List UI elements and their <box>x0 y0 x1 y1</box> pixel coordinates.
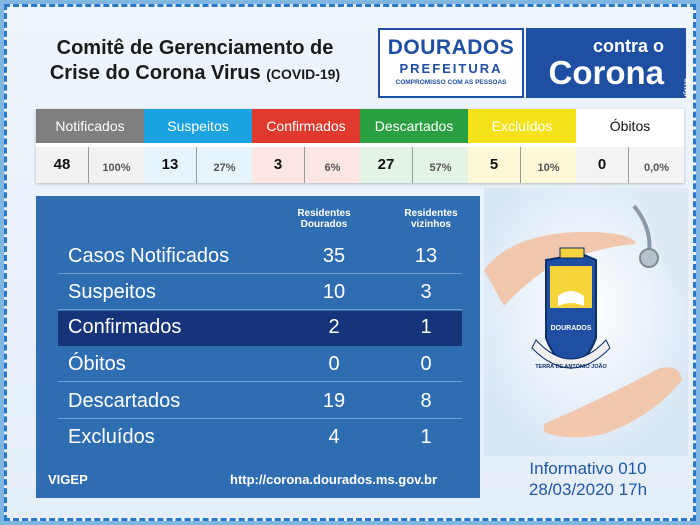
row-label: Óbitos <box>68 353 126 375</box>
summary-label: Excluídos <box>468 109 576 143</box>
cases-panel: Residentes Dourados Residentes vizinhos … <box>36 196 480 498</box>
crest-ribbon-text: TERRA DE ANTONIO JOÃO <box>535 363 607 370</box>
summary-label: Óbitos <box>576 109 684 143</box>
crest-book <box>558 291 584 306</box>
title-line-2-text: Crise do Corona Virus <box>49 62 261 84</box>
footer-vigep: VIGEP <box>48 472 88 487</box>
summary-count: 13 <box>161 156 179 173</box>
table-row: Casos Notificados 35 13 <box>58 240 462 274</box>
row-dourados: 35 <box>322 245 346 267</box>
title-tag: (COVID-19) <box>266 66 341 82</box>
row-label: Suspeitos <box>68 281 156 303</box>
row-vizinhos: 1 <box>420 426 432 448</box>
row-vizinhos: 1 <box>420 316 432 338</box>
summary-descartados: Descartados 27 57% <box>360 109 468 183</box>
col-header-line: Residentes <box>404 208 458 219</box>
summary-count: 27 <box>377 156 395 173</box>
lower-hand-icon <box>544 367 682 438</box>
crest-crown <box>559 247 585 259</box>
summary-percent: 27% <box>196 147 252 183</box>
coat-shape <box>634 188 688 308</box>
contra-corona-line-1: contra o <box>592 36 664 56</box>
prefeitura-logo-line-2: PREFEITURA <box>399 61 503 76</box>
summary-count: 48 <box>53 156 71 173</box>
upper-hand-icon <box>484 231 636 306</box>
row-dourados: 19 <box>322 390 346 412</box>
bulletin-info: Informativo 010 28/03/2020 17h <box>490 458 686 500</box>
crest-ribbon <box>531 339 611 369</box>
crest-name: DOURADOS <box>551 325 592 332</box>
summary-label: Descartados <box>360 109 468 143</box>
col-header-dourados: Residentes Dourados <box>279 208 369 230</box>
row-dourados: 4 <box>328 426 340 448</box>
summary-confirmados: Confirmados 3 6% <box>252 109 360 183</box>
table-row-highlighted: Confirmados 2 1 <box>58 311 462 346</box>
contra-corona-line-3: vírus <box>682 78 692 100</box>
table-row: Descartados 19 8 <box>58 385 462 419</box>
row-dourados: 10 <box>322 281 346 303</box>
title-line-1: Comitê de Gerenciamento de <box>56 37 334 59</box>
row-dourados: 0 <box>328 353 340 375</box>
summary-label: Confirmados <box>252 109 360 143</box>
summary-notificados: Notificados 48 100% <box>36 109 144 183</box>
contra-corona-logo: contra o Corona vírus <box>526 28 692 100</box>
summary-strip: Notificados 48 100% Suspeitos 13 27% Con… <box>36 109 684 183</box>
prefeitura-logo: DOURADOS PREFEITURA COMPROMISSO COM AS P… <box>378 28 524 98</box>
summary-percent: 6% <box>304 147 360 183</box>
summary-percent: 0,0% <box>628 147 684 183</box>
bulletin-number: Informativo 010 <box>529 459 647 478</box>
footer-website-link[interactable]: http://corona.dourados.ms.gov.br <box>230 472 438 487</box>
row-label: Excluídos <box>68 426 155 448</box>
summary-values: 48 100% <box>36 147 144 183</box>
summary-label: Notificados <box>36 109 144 143</box>
summary-values: 5 10% <box>468 147 576 183</box>
doctor-hands-illustration: DOURADOS TERRA DE ANTONIO JOÃO <box>484 188 688 456</box>
title-line-2: Crise do Corona Virus (COVID-19) <box>20 61 370 87</box>
summary-count: 3 <box>273 156 283 173</box>
summary-count: 5 <box>489 156 499 173</box>
bulletin-datetime: 28/03/2020 17h <box>528 480 648 499</box>
summary-label: Suspeitos <box>144 109 252 143</box>
stethoscope-head-icon <box>639 248 659 268</box>
row-dourados: 2 <box>328 316 340 338</box>
summary-percent: 57% <box>412 147 468 183</box>
summary-count: 0 <box>597 156 607 173</box>
row-vizinhos: 13 <box>414 245 438 267</box>
summary-percent: 100% <box>88 147 144 183</box>
prefeitura-logo-line-1: DOURADOS <box>387 36 515 59</box>
table-row: Óbitos 0 0 <box>58 348 462 382</box>
table-row: Excluídos 4 1 <box>58 421 462 454</box>
col-header-vizinhos: Residentes vizinhos <box>386 208 476 230</box>
summary-values: 0 0,0% <box>576 147 684 183</box>
table-row: Suspeitos 10 3 <box>58 276 462 310</box>
summary-values: 13 27% <box>144 147 252 183</box>
summary-obitos: Óbitos 0 0,0% <box>576 109 684 183</box>
summary-suspeitos: Suspeitos 13 27% <box>144 109 252 183</box>
row-vizinhos: 8 <box>420 390 432 412</box>
row-vizinhos: 0 <box>420 353 432 375</box>
contra-corona-line-2: Corona <box>548 54 665 91</box>
summary-percent: 10% <box>520 147 576 183</box>
summary-values: 27 57% <box>360 147 468 183</box>
row-label: Confirmados <box>68 316 182 338</box>
row-label: Descartados <box>68 390 181 412</box>
page-title: Comitê de Gerenciamento de Crise do Coro… <box>20 36 370 87</box>
row-label: Casos Notificados <box>68 245 230 267</box>
col-header-line: Dourados <box>300 219 348 230</box>
prefeitura-logo-line-3: COMPROMISSO COM AS PESSOAS <box>395 79 507 86</box>
row-vizinhos: 3 <box>420 281 432 303</box>
summary-values: 3 6% <box>252 147 360 183</box>
summary-excluidos: Excluídos 5 10% <box>468 109 576 183</box>
col-header-line: vizinhos <box>410 219 451 230</box>
col-header-line: Residentes <box>297 208 351 219</box>
